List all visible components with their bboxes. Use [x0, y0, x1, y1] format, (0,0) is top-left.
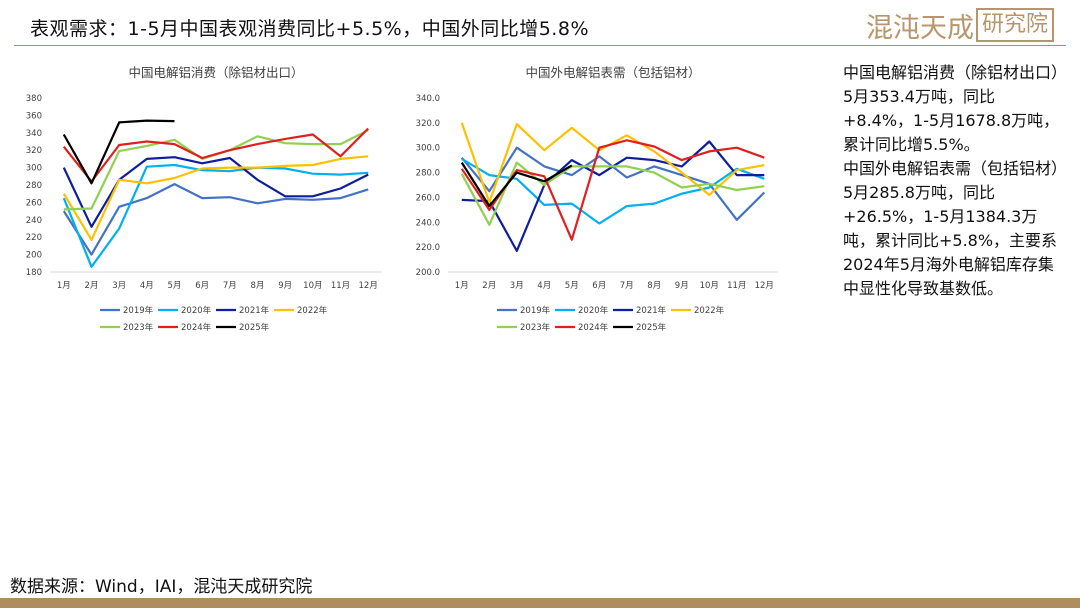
- series-line: [460, 139, 765, 241]
- y-tick-label: 200.0: [416, 268, 440, 278]
- brand-name: 混沌天成: [865, 12, 974, 44]
- y-tick-label: 200: [26, 251, 42, 261]
- y-tick-label: 300.0: [416, 144, 440, 154]
- legend-label: 2025年: [636, 322, 667, 333]
- legend-label: 2022年: [297, 305, 328, 316]
- x-tick-label: 1月: [57, 281, 71, 291]
- y-tick-label: 320: [26, 146, 42, 156]
- legend-label: 2023年: [520, 322, 551, 333]
- brand-logo: 混沌天成 研究院: [865, 8, 1054, 44]
- x-tick-label: 3月: [510, 281, 524, 291]
- x-tick-label: 7月: [620, 281, 634, 291]
- y-tick-label: 340.0: [416, 94, 440, 104]
- x-tick-label: 11月: [331, 281, 350, 291]
- legend-label: 2022年: [694, 305, 725, 316]
- y-tick-label: 220: [26, 233, 42, 243]
- x-tick-label: 6月: [592, 281, 606, 291]
- series-line: [62, 163, 369, 268]
- brand-box: 研究院: [975, 8, 1054, 42]
- series-line: [62, 183, 369, 256]
- chart-svg: 中国外电解铝表需（包括铝材） 200.0 220.0 240.0 260.0 280.0 3…: [416, 65, 778, 333]
- chart-svg: 中国电解铝消费（除铝材出口） 180 200 220 240 260 280 300 320 34…: [26, 65, 382, 333]
- china-consumption-chart: 中国电解铝消费（除铝材出口） 180 200 220 240 260 280 300 320 34…: [10, 60, 405, 345]
- y-tick-label: 340: [26, 129, 42, 139]
- legend-label: 2024年: [181, 322, 212, 333]
- header-divider: [14, 45, 1066, 46]
- y-tick-label: 240: [26, 216, 42, 226]
- overseas-demand-chart: 中国外电解铝表需（包括铝材） 200.0 220.0 240.0 260.0 280.0 3…: [405, 60, 795, 345]
- legend-label: 2019年: [123, 305, 154, 316]
- y-tick-label: 320.0: [416, 119, 440, 129]
- x-tick-label: 10月: [700, 281, 719, 291]
- legend-label: 2025年: [239, 322, 270, 333]
- series-line: [460, 161, 765, 226]
- y-tick-label: 300: [26, 164, 42, 174]
- series-line: [460, 162, 573, 208]
- y-tick-label: 380: [26, 94, 42, 104]
- x-tick-label: 11月: [727, 281, 746, 291]
- x-tick-label: 9月: [675, 281, 689, 291]
- x-tick-label: 6月: [195, 281, 209, 291]
- series-line: [62, 119, 175, 185]
- x-tick-label: 10月: [303, 281, 322, 291]
- summary-text: 中国电解铝消费（除铝材出口）5月353.4万吨，同比+8.4%，1-5月1678…: [843, 63, 1060, 298]
- y-tick-label: 260: [26, 198, 42, 208]
- y-tick-label: 240.0: [416, 218, 440, 228]
- legend-label: 2021年: [636, 305, 667, 316]
- x-tick-label: 4月: [537, 281, 551, 291]
- x-tick-label: 8月: [647, 281, 661, 291]
- x-tick-label: 2月: [482, 281, 496, 291]
- x-tick-label: 5月: [168, 281, 182, 291]
- x-tick-label: 12月: [359, 281, 378, 291]
- series-line: [460, 122, 765, 204]
- legend-label: 2024年: [578, 322, 609, 333]
- legend-label: 2019年: [520, 305, 551, 316]
- x-tick-label: 5月: [565, 281, 579, 291]
- x-tick-label: 4月: [140, 281, 154, 291]
- x-tick-label: 9月: [278, 281, 292, 291]
- chart-title: 中国外电解铝表需（包括铝材）: [525, 65, 700, 80]
- y-tick-label: 180: [26, 268, 42, 278]
- x-tick-label: 12月: [755, 281, 774, 291]
- legend-label: 2020年: [578, 305, 609, 316]
- y-tick-label: 280.0: [416, 169, 440, 179]
- series-line: [461, 157, 765, 225]
- data-source: 数据来源：Wind，IAI，混沌天成研究院: [10, 577, 313, 597]
- x-tick-label: 1月: [455, 281, 469, 291]
- legend-label: 2021年: [239, 305, 270, 316]
- series-line: [62, 155, 369, 241]
- y-tick-label: 220.0: [416, 243, 440, 253]
- x-tick-label: 3月: [112, 281, 126, 291]
- chart-title: 中国电解铝消费（除铝材出口）: [128, 65, 303, 80]
- legend-label: 2023年: [123, 322, 154, 333]
- x-tick-label: 2月: [85, 281, 99, 291]
- footer-bar: [0, 598, 1080, 608]
- y-tick-label: 260.0: [416, 193, 440, 203]
- page-title: 表观需求：1-5月中国表观消费同比+5.5%，中国外同比增5.8%: [30, 18, 589, 40]
- x-tick-label: 8月: [251, 281, 265, 291]
- y-tick-label: 280: [26, 181, 42, 191]
- series-line: [62, 127, 369, 183]
- y-tick-label: 360: [26, 111, 42, 121]
- legend-label: 2020年: [181, 305, 212, 316]
- x-tick-label: 7月: [223, 281, 237, 291]
